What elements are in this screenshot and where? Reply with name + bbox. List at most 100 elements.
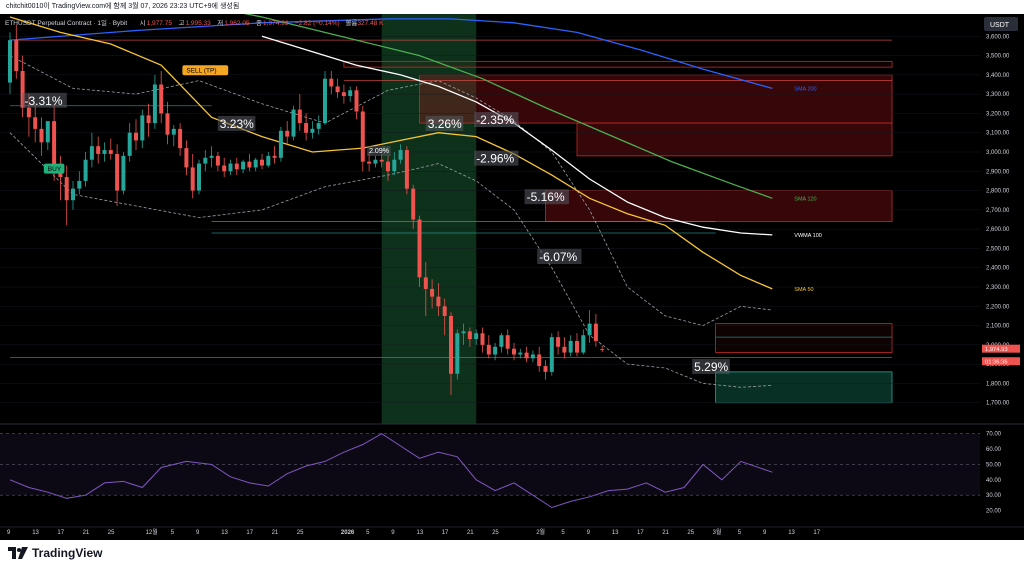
candle-body-5	[39, 128, 44, 143]
candle-body-50	[323, 78, 327, 124]
candle-body-38	[247, 161, 252, 168]
pct-annotation-1: 3.23%	[220, 117, 254, 131]
candle-body-73	[467, 331, 472, 340]
price-tick-14: 3,100.00	[986, 131, 1010, 137]
pct-annotation-box-4	[474, 150, 519, 166]
time-tick-8: 13	[221, 530, 228, 536]
candle-body-6	[45, 121, 50, 143]
price-tick-16: 3,300.00	[986, 92, 1010, 98]
time-tick-20: 5	[561, 530, 565, 536]
candle-body-56	[360, 111, 365, 162]
candle-body-77	[493, 346, 498, 355]
zone-bear-outline-3	[343, 60, 893, 68]
change-value: −2.82 (−0.14%)	[295, 20, 340, 27]
pct-annotation-7: 5.29%	[694, 360, 728, 374]
candle-body-47	[304, 123, 309, 133]
time-tick-11: 25	[297, 530, 304, 536]
candle-body-17	[115, 153, 120, 191]
time-tick-25: 25	[687, 530, 694, 536]
ma-label-2: SMA 50	[794, 287, 813, 293]
candle-body-90	[575, 341, 579, 353]
symbol-line: ETHUSDT Perpetual Contract · 1일 · Bybit	[5, 18, 127, 27]
candle-body-35	[228, 163, 233, 172]
candle-body-32	[209, 155, 214, 158]
ma-line-sma-120	[243, 14, 773, 199]
candle-body-63	[404, 150, 409, 189]
candle-body-66	[423, 277, 428, 289]
volume-label: 볼륨	[345, 18, 357, 27]
footer: TradingView	[0, 540, 1024, 568]
time-tick-27: 5	[738, 530, 742, 536]
logo-text: TradingView	[32, 546, 103, 560]
candle-body-41	[266, 155, 271, 166]
candle-body-44	[285, 130, 290, 137]
candle-body-64	[411, 188, 416, 220]
candle-body-60	[386, 161, 390, 172]
candle-body-49	[316, 123, 321, 129]
time-tick-29: 13	[788, 530, 795, 536]
candle-body-1	[14, 40, 19, 71]
candle-body-45	[291, 109, 296, 137]
candle-body-76	[486, 344, 491, 355]
candle-body-85	[543, 366, 548, 372]
candle-body-7	[52, 121, 57, 172]
candle-body-23	[152, 84, 157, 124]
price-tick-10: 2,700.00	[986, 208, 1010, 214]
candle-body-37	[241, 161, 246, 170]
rsi-band	[0, 433, 980, 496]
candle-body-59	[379, 159, 384, 162]
candle-body-9	[64, 177, 69, 201]
candle-body-54	[348, 90, 353, 97]
ma-label-1: SMA 120	[794, 196, 816, 202]
candle-body-2	[20, 71, 25, 108]
signal-sell-box	[182, 65, 229, 76]
price-tick-18: 3,500.00	[986, 54, 1010, 60]
tradingview-logo-icon	[8, 547, 28, 559]
candle-body-55	[354, 90, 359, 112]
time-tick-7: 9	[196, 530, 200, 536]
time-tick-23: 17	[637, 530, 644, 536]
time-tick-12: 2026	[341, 530, 355, 536]
pct-annotation-box-7	[692, 358, 730, 374]
candle-body-69	[442, 306, 447, 316]
candle-body-88	[562, 346, 567, 353]
tradingview-logo[interactable]: TradingView	[8, 546, 102, 560]
candle-body-27	[178, 128, 183, 149]
pct-annotation-5: -5.16%	[527, 190, 565, 204]
chart-canvas[interactable]: SMA 200 SMA 120 SMA 50 VWMA 100 -3.31% 3.23% 3…	[0, 14, 1024, 540]
time-tick-16: 17	[442, 530, 449, 536]
time-tick-4: 25	[108, 530, 115, 536]
price-label-0: 1,974.93	[985, 347, 1008, 353]
candle-body-28	[184, 148, 189, 168]
pct-annotation-6: -6.07%	[539, 250, 577, 264]
rsi-tick-0: 20.00	[986, 509, 1002, 515]
price-tick-15: 3,200.00	[986, 111, 1010, 117]
candle-body-74	[474, 333, 479, 340]
ohlc-value-2: 1,962.05	[224, 20, 250, 27]
pct-annotation-box-6	[537, 249, 582, 264]
candle-body-0	[8, 40, 12, 83]
pct-annotation-2: 3.26%	[428, 117, 462, 131]
pct-annotation-box-0	[22, 92, 67, 108]
ohlc-label-3: 종	[256, 19, 262, 27]
signal-buy-box	[43, 163, 65, 174]
currency-badge: USDT	[990, 22, 1010, 29]
candle-body-93	[593, 323, 598, 341]
rsi-tick-3: 50.00	[986, 462, 1002, 468]
pct-annotation-3: -2.35%	[476, 113, 514, 127]
candle-body-57	[367, 161, 372, 164]
time-tick-22: 13	[612, 530, 619, 536]
rsi-line	[9, 433, 773, 509]
chart-frame[interactable]: SMA 200 SMA 120 SMA 50 VWMA 100 -3.31% 3.23% 3…	[0, 14, 1024, 540]
candle-body-70	[449, 315, 453, 374]
candle-body-80	[512, 348, 516, 355]
time-tick-6: 5	[171, 530, 175, 536]
time-tick-14: 9	[391, 530, 395, 536]
time-tick-17: 21	[467, 530, 474, 536]
pct-annotation-box-3	[474, 112, 519, 128]
candle-body-33	[215, 155, 220, 166]
candle-body-16	[108, 150, 113, 154]
pct-annotation-4: -2.96%	[476, 152, 514, 166]
price-tick-11: 2,800.00	[986, 189, 1010, 195]
time-tick-10: 21	[272, 530, 279, 536]
